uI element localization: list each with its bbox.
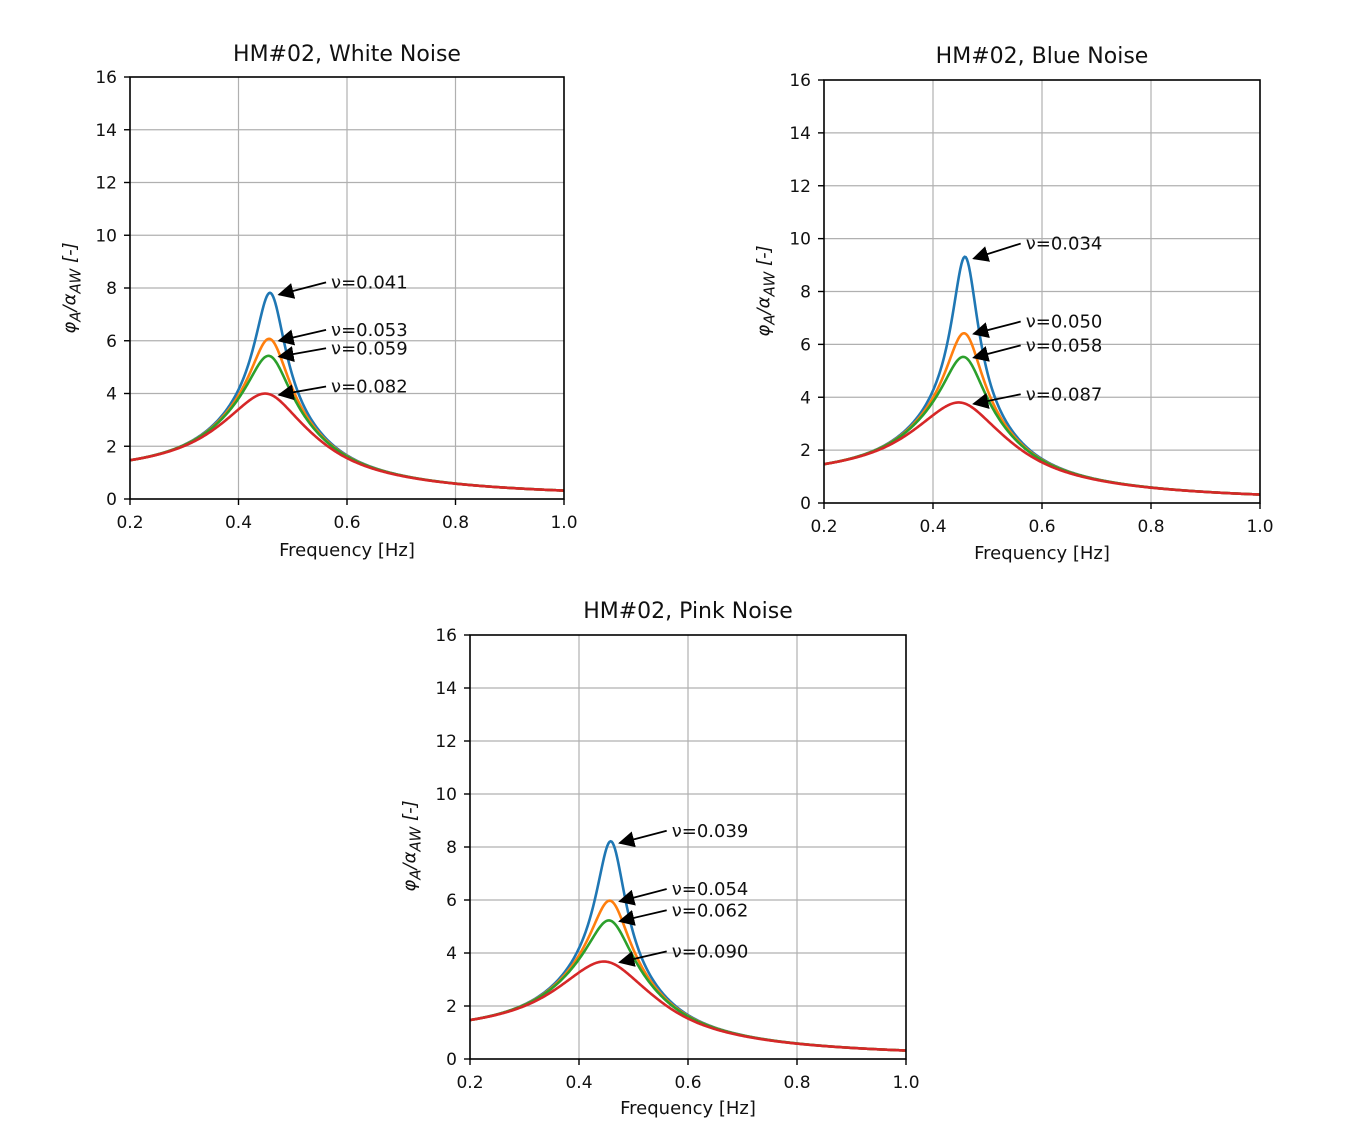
ticks: 0.2 0.4 0.6 0.8 1.0 0 2 4 6 8 10 12 14 16 <box>789 71 1273 537</box>
annotation-label: ν=0.034 <box>1026 234 1103 255</box>
x-axis-label: Frequency [Hz] <box>620 1098 756 1119</box>
x-tick-label: 1.0 <box>550 513 577 533</box>
y-tick-label: 10 <box>435 785 457 805</box>
ticks: 0.2 0.4 0.6 0.8 1.0 0 2 4 6 8 10 12 14 16 <box>435 626 919 1093</box>
annotation-label: ν=0.058 <box>1026 335 1103 356</box>
annotation-arrow <box>618 950 667 967</box>
x-tick-label: 0.6 <box>333 513 360 533</box>
annotation-label: ν=0.039 <box>672 821 749 842</box>
annotation-label: ν=0.053 <box>331 320 408 341</box>
x-tick-label: 0.8 <box>1137 517 1164 537</box>
ticks: 0.2 0.4 0.6 0.8 1.0 0 2 4 6 8 10 12 14 16 <box>95 68 577 533</box>
x-tick-label: 0.6 <box>674 1073 701 1093</box>
y-tick-label: 14 <box>95 121 117 141</box>
y-tick-label: 6 <box>800 335 811 355</box>
y-axis-label: φA/αAW [-] <box>399 800 425 892</box>
y-tick-label: 2 <box>446 997 457 1017</box>
x-tick-label: 0.8 <box>783 1073 810 1093</box>
x-tick-label: 1.0 <box>1246 517 1273 537</box>
y-tick-label: 12 <box>789 177 811 197</box>
annotation-arrow <box>972 344 1021 362</box>
y-tick-label: 0 <box>800 494 811 514</box>
y-tick-label: 16 <box>435 626 457 646</box>
series-group <box>469 839 907 1052</box>
chart-title: HM#02, Blue Noise <box>935 44 1149 69</box>
annotation-label: ν=0.054 <box>672 879 749 900</box>
x-tick-label: 0.4 <box>919 517 946 537</box>
annotation-arrow <box>277 384 327 401</box>
series-line <box>469 960 907 1052</box>
grid <box>824 80 1260 503</box>
y-tick-label: 8 <box>106 279 117 299</box>
x-tick-label: 0.8 <box>442 513 469 533</box>
x-tick-label: 1.0 <box>892 1073 919 1093</box>
annotation-arrow <box>277 346 327 363</box>
annotation-arrow <box>972 393 1021 409</box>
x-tick-label: 0.2 <box>116 513 143 533</box>
annotation-label: ν=0.087 <box>1026 384 1103 405</box>
x-axis-label: Frequency [Hz] <box>974 543 1110 564</box>
y-tick-label: 0 <box>106 490 117 510</box>
x-axis-label: Frequency [Hz] <box>279 540 415 561</box>
x-tick-label: 0.2 <box>456 1073 483 1093</box>
y-tick-label: 12 <box>95 174 117 194</box>
x-tick-label: 0.2 <box>810 517 837 537</box>
annotation-label: ν=0.062 <box>672 900 749 921</box>
annotation-arrow <box>618 829 667 848</box>
chart-title: HM#02, White Noise <box>233 42 461 67</box>
annotation-arrow <box>618 888 667 906</box>
y-tick-label: 6 <box>446 891 457 911</box>
grid <box>130 77 564 499</box>
annotation-arrow <box>277 328 327 346</box>
chart-title: HM#02, Pink Noise <box>583 599 793 624</box>
annotation-label: ν=0.059 <box>331 338 408 359</box>
annotation-arrow <box>972 320 1021 338</box>
x-tick-label: 0.6 <box>1028 517 1055 537</box>
y-tick-label: 16 <box>95 68 117 88</box>
y-tick-label: 4 <box>800 388 811 408</box>
annotation-label: ν=0.090 <box>672 941 749 962</box>
annotation-arrow <box>277 281 327 299</box>
annotation-label: ν=0.041 <box>331 272 408 293</box>
y-tick-label: 10 <box>95 226 117 246</box>
series-group <box>129 291 565 492</box>
y-tick-label: 14 <box>435 679 457 699</box>
y-tick-label: 14 <box>789 124 811 144</box>
y-tick-label: 4 <box>106 385 117 405</box>
y-tick-label: 2 <box>106 437 117 457</box>
y-tick-label: 6 <box>106 332 117 352</box>
annotation-label: ν=0.082 <box>331 377 408 398</box>
series-group <box>823 255 1261 496</box>
x-tick-label: 0.4 <box>565 1073 592 1093</box>
y-tick-label: 8 <box>446 838 457 858</box>
series-line <box>823 401 1261 496</box>
y-tick-label: 10 <box>789 230 811 250</box>
y-tick-label: 16 <box>789 71 811 91</box>
y-tick-label: 8 <box>800 283 811 303</box>
y-tick-label: 0 <box>446 1050 457 1070</box>
annotation-arrow <box>972 242 1021 262</box>
y-tick-label: 12 <box>435 732 457 752</box>
series-line <box>129 392 565 492</box>
x-tick-label: 0.4 <box>225 513 252 533</box>
annotation-arrow <box>618 909 667 926</box>
grid <box>470 635 906 1059</box>
y-tick-label: 2 <box>800 441 811 461</box>
annotation-label: ν=0.050 <box>1026 312 1103 333</box>
y-tick-label: 4 <box>446 944 457 964</box>
